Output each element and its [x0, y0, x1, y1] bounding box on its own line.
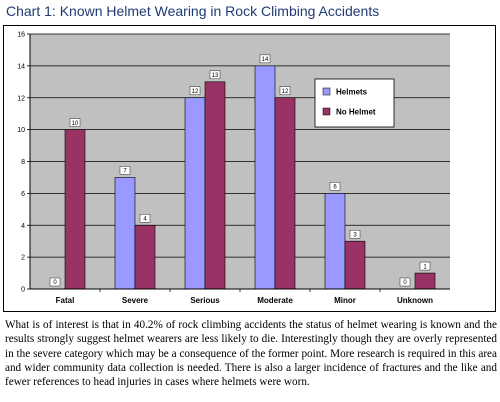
- y-tick-label: 4: [21, 223, 25, 230]
- bar-no-helmet: [274, 97, 296, 290]
- data-label: 3: [353, 232, 357, 238]
- data-label: 1: [423, 264, 427, 270]
- data-label-box: [259, 54, 271, 64]
- data-label: 0: [403, 280, 407, 286]
- body-paragraph: What is of interest is that in 40.2% of …: [5, 319, 497, 389]
- y-tick-label: 8: [21, 159, 25, 166]
- data-label-box: [49, 277, 61, 287]
- data-label-box: [279, 86, 291, 95]
- x-tick-label: Minor: [334, 296, 356, 305]
- bar-no-helmet: [344, 240, 366, 290]
- bar-no-helmet: [204, 81, 226, 290]
- bar-chart: 0 2 4 6 8 10 12 14 16 0 10 7 4 12 13 14 12 6 3 0 1 Fatal Sev…: [17, 32, 450, 305]
- data-label-box: [399, 277, 411, 287]
- y-tick-label: 2: [21, 255, 25, 262]
- y-tick-label: 16: [17, 32, 25, 39]
- x-tick-label: Serious: [190, 296, 220, 305]
- y-tick-label: 14: [17, 63, 25, 70]
- data-label-box: [419, 261, 431, 271]
- y-tick-label: 6: [21, 191, 25, 198]
- data-label-box: [119, 166, 131, 175]
- data-label: 13: [212, 73, 219, 79]
- data-label-box: [329, 182, 341, 191]
- data-label: 7: [123, 169, 127, 175]
- legend: Helmets No Helmet: [314, 78, 395, 128]
- bar-helmets: [254, 65, 276, 290]
- data-label: 6: [333, 185, 337, 191]
- data-label: 12: [192, 89, 199, 95]
- legend-label: Helmets: [336, 88, 368, 97]
- x-tick-label: Unknown: [397, 296, 433, 305]
- x-axis-labels: Fatal Severe Serious Moderate Minor Unknown: [56, 289, 433, 305]
- x-tick-label: Moderate: [257, 296, 293, 305]
- bar-no-helmet: [64, 129, 86, 290]
- data-label-box: [209, 70, 221, 80]
- data-label-box: [69, 118, 81, 127]
- chart-frame: 0 2 4 6 8 10 12 14 16 0 10 7 4 12 13 14 12 6 3 0 1 Fatal Sev…: [3, 25, 496, 312]
- legend-swatch-helmets: [322, 87, 331, 96]
- legend-box: [314, 78, 395, 128]
- data-label-box: [349, 229, 361, 239]
- data-label: 0: [53, 280, 57, 286]
- bar-helmets: [184, 97, 206, 290]
- bar-no-helmet: [134, 224, 156, 290]
- bars: 0 10 7 4 12 13 14 12 6 3 0 1: [49, 54, 436, 290]
- x-tick-label: Severe: [122, 296, 149, 305]
- data-label: 4: [143, 216, 147, 222]
- y-axis-ticks: 0 2 4 6 8 10 12 14 16: [17, 32, 30, 294]
- y-tick-label: 0: [21, 287, 25, 294]
- data-label-box: [139, 214, 151, 223]
- legend-label: No Helmet: [336, 108, 376, 117]
- data-label: 12: [282, 89, 289, 95]
- data-label-box: [189, 86, 201, 95]
- y-tick-label: 10: [17, 127, 25, 134]
- chart-title: Chart 1: Known Helmet Wearing in Rock Cl…: [6, 3, 380, 19]
- gridlines: [30, 33, 450, 258]
- bar-helmets: [324, 193, 346, 290]
- bar-no-helmet: [414, 272, 436, 290]
- y-tick-label: 12: [17, 95, 25, 102]
- data-label: 10: [72, 121, 79, 127]
- data-label: 14: [262, 57, 269, 63]
- legend-swatch-no-helmet: [322, 107, 331, 116]
- x-tick-label: Fatal: [56, 296, 75, 305]
- bar-helmets: [114, 177, 136, 290]
